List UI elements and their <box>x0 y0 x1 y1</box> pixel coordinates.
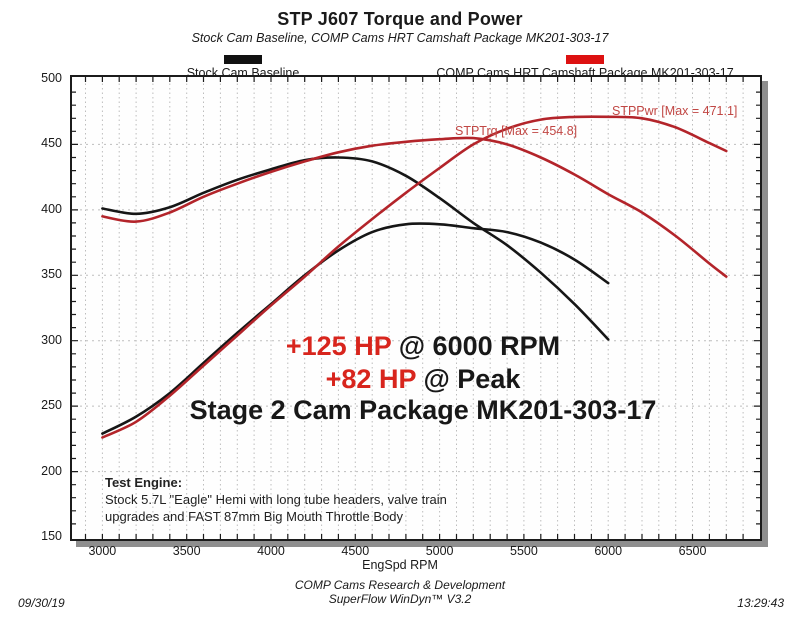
y-tick-label: 500 <box>41 71 62 85</box>
hp-gain-6000-suffix: @ 6000 RPM <box>391 331 561 361</box>
x-tick-label: 4500 <box>341 544 370 558</box>
chart-subtitle: Stock Cam Baseline, COMP Cams HRT Camsha… <box>191 31 609 45</box>
test-engine-heading: Test Engine: <box>105 475 183 490</box>
grid-horizontal <box>74 143 758 473</box>
torque-max-label: STPTrq [Max = 454.8] <box>455 124 578 138</box>
test-engine-line2: upgrades and FAST 87mm Big Mouth Throttl… <box>105 509 403 524</box>
curve-comp-power <box>101 115 728 439</box>
x-axis-title: EngSpd RPM <box>362 558 438 572</box>
y-tick-label: 300 <box>41 332 62 347</box>
y-tick-label: 200 <box>41 463 62 478</box>
grid-vertical <box>85 79 744 537</box>
curve-comp-torque <box>101 136 728 278</box>
y-tick-label: 250 <box>41 398 62 413</box>
x-tick-label: 5000 <box>425 544 454 558</box>
footer-org: COMP Cams Research & Development <box>294 578 506 592</box>
footer-date: 09/30/19 <box>18 596 65 610</box>
footer-time: 13:29:43 <box>737 596 784 610</box>
hp-gain-peak-suffix: @ Peak <box>415 364 521 394</box>
legend-swatch-comp-cams <box>566 55 604 64</box>
hp-gain-peak-value: +82 HP <box>325 364 416 394</box>
x-tick-label: 3000 <box>88 544 117 558</box>
hp-gain-peak-label: +82 HP @ Peak <box>138 364 708 395</box>
hp-gain-6000-value: +125 HP <box>285 331 392 361</box>
legend-swatch-stock <box>224 55 262 64</box>
test-engine-line1: Stock 5.7L "Eagle" Hemi with long tube h… <box>105 492 447 507</box>
x-tick-label: 5500 <box>510 544 538 558</box>
y-tick-label: 150 <box>41 529 62 543</box>
footer-software: SuperFlow WinDyn™ V3.2 <box>328 592 472 606</box>
curve-stock-torque <box>101 156 610 341</box>
dyno-curves-canvas <box>72 77 760 539</box>
package-label: Stage 2 Cam Package MK201-303-17 <box>189 395 657 425</box>
y-tick-label: 450 <box>41 136 62 151</box>
chart-title: STP J607 Torque and Power <box>277 9 523 29</box>
x-tick-label: 6000 <box>594 544 623 558</box>
y-tick-label: 400 <box>41 201 62 216</box>
x-tick-label: 3500 <box>172 544 201 558</box>
x-tick-label: 6500 <box>678 544 707 558</box>
y-tick-label: 350 <box>41 267 62 282</box>
power-max-label: STPPwr [Max = 471.1] <box>612 104 738 118</box>
axis-ticks <box>72 77 760 539</box>
plot-area: STPTrq [Max = 454.8] STPPwr [Max = 471.1… <box>70 75 762 541</box>
hp-gain-6000-label: +125 HP @ 6000 RPM <box>138 331 708 362</box>
test-engine-note: Test Engine: Stock 5.7L "Eagle" Hemi wit… <box>105 474 447 525</box>
curve-stock-power <box>101 222 610 435</box>
x-tick-label: 4000 <box>257 544 285 558</box>
